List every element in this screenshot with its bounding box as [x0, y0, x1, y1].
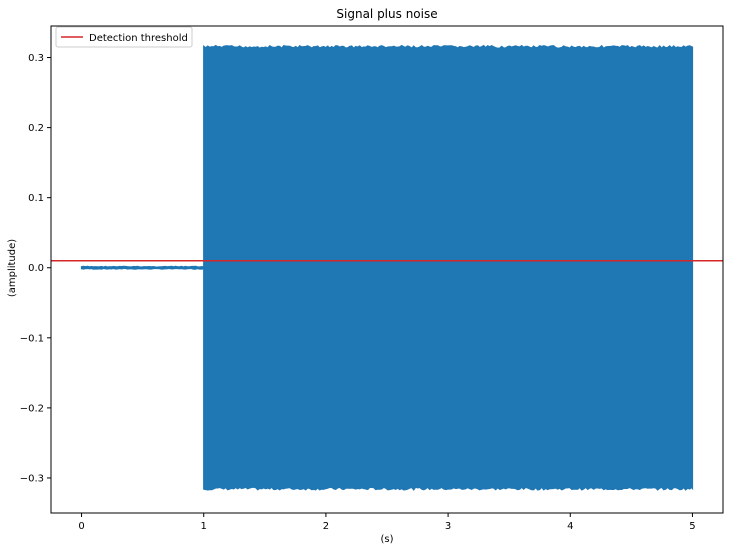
x-tick-label: 0: [78, 521, 84, 532]
y-tick-label: 0.0: [28, 263, 44, 274]
x-tick-label: 5: [689, 521, 695, 532]
legend: Detection threshold: [55, 26, 193, 48]
plot-area: [50, 25, 724, 514]
x-tick-label: 1: [201, 521, 207, 532]
x-axis: 0 1 2 3 4 5: [78, 513, 696, 532]
y-axis-title: (amplitude): [7, 239, 18, 297]
y-axis: −0.3 −0.2 −0.1 0.0 0.1 0.2 0.3: [20, 53, 51, 484]
x-tick-label: 4: [567, 521, 573, 532]
series-band-0-1: [203, 44, 694, 491]
y-tick-label: −0.2: [20, 403, 44, 414]
y-tick-label: −0.3: [20, 473, 44, 484]
y-tick-label: 0.3: [28, 53, 44, 64]
axes-frame: [50, 25, 724, 514]
legend-box: [55, 26, 193, 48]
x-tick-label: 3: [445, 521, 451, 532]
x-axis-title: (s): [380, 534, 393, 545]
y-tick-label: −0.1: [20, 333, 44, 344]
y-tick-label: 0.2: [28, 123, 44, 134]
series-band-0-0: [80, 264, 205, 270]
chart-title: Signal plus noise: [336, 7, 437, 21]
y-tick-label: 0.1: [28, 193, 44, 204]
x-tick-label: 2: [323, 521, 329, 532]
legend-label-threshold: Detection threshold: [89, 33, 188, 44]
series-layer: [80, 44, 694, 491]
